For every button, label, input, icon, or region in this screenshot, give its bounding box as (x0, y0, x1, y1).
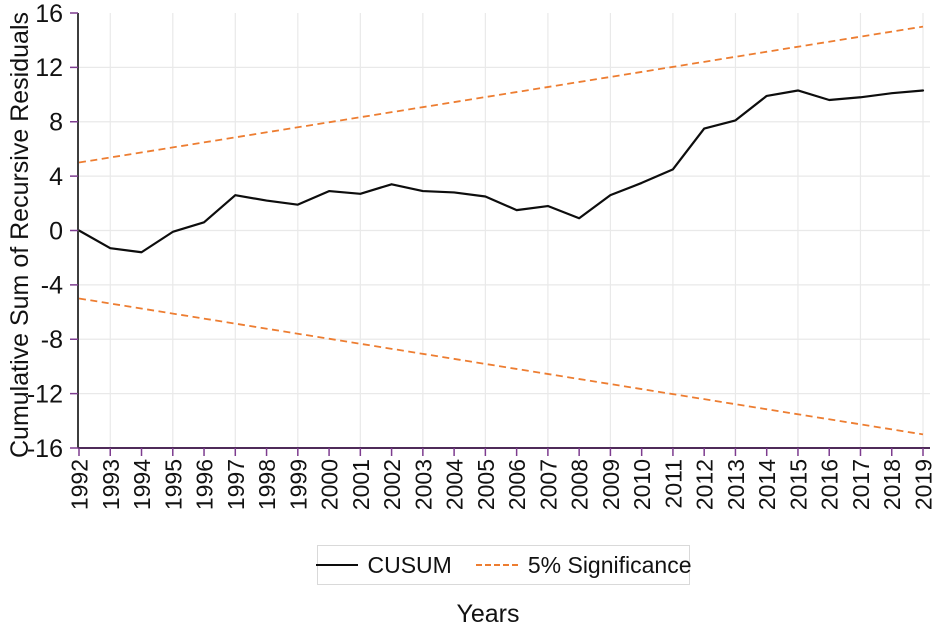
significance-lower-line (79, 298, 923, 434)
x-tick-label: 2009 (598, 459, 624, 510)
x-tick-label: 2001 (348, 459, 374, 510)
legend-label-cusum: CUSUM (368, 552, 452, 579)
x-tick-label: 2011 (660, 459, 686, 508)
x-tick-label: 2014 (754, 459, 780, 510)
legend: CUSUM 5% Significance (317, 545, 690, 585)
x-tick-label: 1992 (67, 459, 93, 510)
x-tick-label: 2006 (504, 459, 530, 510)
y-axis-title: Cumulative Sum of Recursive Residuals (6, 5, 40, 465)
x-tick-label: 2002 (379, 459, 405, 510)
x-tick-label: 2015 (785, 459, 811, 510)
y-tick-label: -8 (41, 326, 63, 354)
x-tick-label: 1999 (285, 459, 311, 510)
x-tick-label: 2012 (692, 459, 718, 510)
cusum-line-swatch-icon (316, 564, 358, 566)
x-tick-label: 2004 (442, 459, 468, 510)
x-tick-label: 2017 (848, 459, 874, 510)
x-tick-label: 2008 (567, 459, 593, 510)
y-tick-label: -4 (41, 272, 63, 300)
x-tick-label: 2013 (723, 459, 749, 510)
x-tick-label: 1998 (254, 459, 280, 510)
x-axis-title: Years (321, 600, 655, 629)
x-tick-label: 1995 (160, 459, 186, 510)
legend-item-significance: 5% Significance (476, 552, 692, 579)
x-tick-label: 1997 (223, 459, 249, 510)
y-tick-label: 4 (49, 163, 63, 191)
y-tick-label: 8 (49, 109, 63, 137)
x-tick-label: 2016 (817, 459, 843, 510)
x-tick-label: 2005 (473, 459, 499, 510)
cusum-line (79, 90, 923, 252)
x-tick-label: 1994 (129, 459, 155, 510)
x-tick-label: 2007 (535, 459, 561, 510)
x-tick-label: 2018 (879, 459, 905, 510)
x-tick-label: 2003 (410, 459, 436, 510)
y-tick-label: 0 (49, 217, 63, 245)
x-tick-label: 1993 (98, 459, 124, 510)
x-tick-label: 2000 (317, 459, 343, 510)
x-tick-label: 2010 (629, 459, 655, 510)
x-tick-label: 2019 (911, 459, 934, 510)
significance-upper-line (79, 27, 923, 163)
legend-label-significance: 5% Significance (528, 552, 692, 579)
legend-item-cusum: CUSUM (316, 552, 452, 579)
significance-line-swatch-icon (476, 564, 518, 566)
x-tick-label: 1996 (192, 459, 218, 510)
